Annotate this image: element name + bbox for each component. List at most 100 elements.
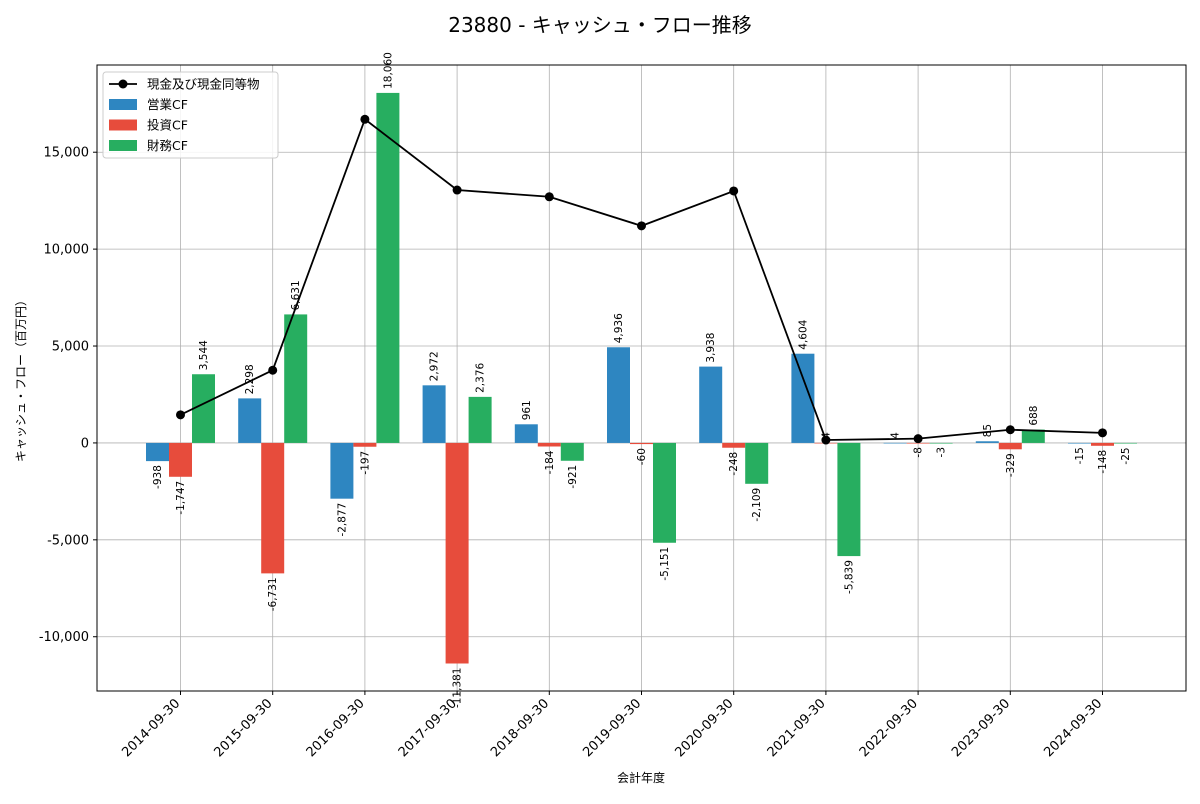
data-label: 4 xyxy=(890,432,902,439)
x-axis-label: 会計年度 xyxy=(617,770,665,785)
cash-point xyxy=(821,435,831,445)
data-label: -5,839 xyxy=(843,560,855,594)
x-tick-label: 2017-09-30 xyxy=(396,696,460,760)
data-label: 2,376 xyxy=(475,362,487,392)
bar xyxy=(653,442,676,543)
data-label: -197 xyxy=(359,451,371,475)
cash-point xyxy=(360,114,370,124)
bar xyxy=(192,374,215,443)
bar xyxy=(376,92,400,443)
x-tick-label: 2023-09-30 xyxy=(949,696,1013,760)
cash-point xyxy=(1005,425,1015,435)
bar xyxy=(422,385,446,443)
data-label: 4 xyxy=(820,432,832,439)
cash-point xyxy=(268,365,278,375)
bar xyxy=(998,442,1022,450)
data-label: -938 xyxy=(152,465,164,489)
legend-frame xyxy=(102,71,279,159)
bar xyxy=(929,442,953,444)
bar xyxy=(238,398,262,443)
bar xyxy=(1021,429,1045,443)
data-label: 85 xyxy=(982,424,994,437)
x-tick-label: 2020-09-30 xyxy=(672,696,736,760)
data-label: -25 xyxy=(1120,447,1132,464)
cash-point xyxy=(637,221,646,231)
y-tick-label: -10,000 xyxy=(39,630,89,645)
bar xyxy=(883,442,907,444)
x-tick-label: 2018-09-30 xyxy=(488,696,552,760)
data-label: -11,381 xyxy=(452,667,464,708)
cash-point xyxy=(176,410,185,420)
legend-entry: 営業CF xyxy=(147,97,188,112)
y-tick-label: -5,000 xyxy=(47,533,89,548)
bar xyxy=(1091,442,1114,446)
grid xyxy=(97,65,1186,691)
bar xyxy=(560,442,584,461)
chart-title: 23880 - キャッシュ・フロー推移 xyxy=(448,13,752,37)
x-axis-ticks: 2014-09-30 2015-09-30 2016-09-30 2017-09-30… xyxy=(119,691,1105,760)
data-label: 2,298 xyxy=(244,364,256,394)
data-label: 3,544 xyxy=(198,340,210,370)
x-tick-label: 2024-09-30 xyxy=(1041,696,1105,760)
legend-entry: 財務CF xyxy=(147,138,188,153)
data-label: -60 xyxy=(636,448,648,465)
data-label: -2,877 xyxy=(336,503,348,537)
bar xyxy=(468,396,492,443)
data-label: -329 xyxy=(1005,453,1017,477)
y-axis-label: キャッシュ・フロー（百万円） xyxy=(14,294,28,462)
x-tick-label: 2022-09-30 xyxy=(857,696,921,760)
cash-point xyxy=(1098,428,1107,438)
bar xyxy=(353,442,377,447)
legend-swatch-marker xyxy=(118,79,128,89)
data-label: -6,731 xyxy=(267,577,279,611)
data-labels: -938 2,298 -2,877 2,972 961 4,936 3,938 4,604 4 8… xyxy=(152,52,1132,708)
legend-swatch xyxy=(109,119,137,131)
cash-point xyxy=(729,186,739,196)
data-label: -184 xyxy=(544,450,556,474)
legend-entry: 投資CF xyxy=(147,118,188,133)
data-label: -1,747 xyxy=(175,481,187,515)
bar xyxy=(607,347,630,443)
data-label: -15 xyxy=(1074,447,1086,464)
bar xyxy=(837,442,861,557)
bar xyxy=(699,366,723,443)
bar xyxy=(284,314,308,443)
x-tick-label: 2014-09-30 xyxy=(119,696,183,760)
bar xyxy=(745,442,769,484)
cash-line-series xyxy=(176,114,1107,445)
data-label: 18,060 xyxy=(382,52,394,89)
y-axis-ticks: -10,000 -5,000 0 5,000 10,000 15,000 xyxy=(39,146,97,645)
bar xyxy=(722,442,746,448)
y-tick-label: 5,000 xyxy=(52,340,89,355)
bar xyxy=(791,353,815,443)
data-label: -5,151 xyxy=(659,547,671,581)
bar xyxy=(261,442,285,574)
bar xyxy=(537,442,561,447)
data-label: 2,972 xyxy=(429,351,441,381)
x-tick-label: 2015-09-30 xyxy=(211,696,275,760)
bar xyxy=(514,424,538,443)
y-tick-label: 0 xyxy=(81,436,89,451)
cash-point xyxy=(452,185,462,195)
data-label: -148 xyxy=(1097,450,1109,474)
bar xyxy=(445,442,469,664)
cash-point xyxy=(913,434,923,444)
data-label: -921 xyxy=(567,465,579,489)
legend-swatch xyxy=(109,99,137,110)
legend-entry: 現金及び現金同等物 xyxy=(147,77,260,92)
data-label: 3,938 xyxy=(705,333,717,363)
data-label: 688 xyxy=(1028,406,1040,426)
cash-point xyxy=(544,192,554,202)
bar xyxy=(330,442,354,499)
data-label: 4,936 xyxy=(613,313,625,343)
y-tick-label: 15,000 xyxy=(44,146,90,161)
bar xyxy=(1068,442,1091,444)
bar xyxy=(906,442,930,444)
x-tick-label: 2021-09-30 xyxy=(765,696,829,760)
data-label: -248 xyxy=(728,452,740,476)
data-label: 4,604 xyxy=(797,319,809,349)
data-label: -2,109 xyxy=(751,488,763,522)
